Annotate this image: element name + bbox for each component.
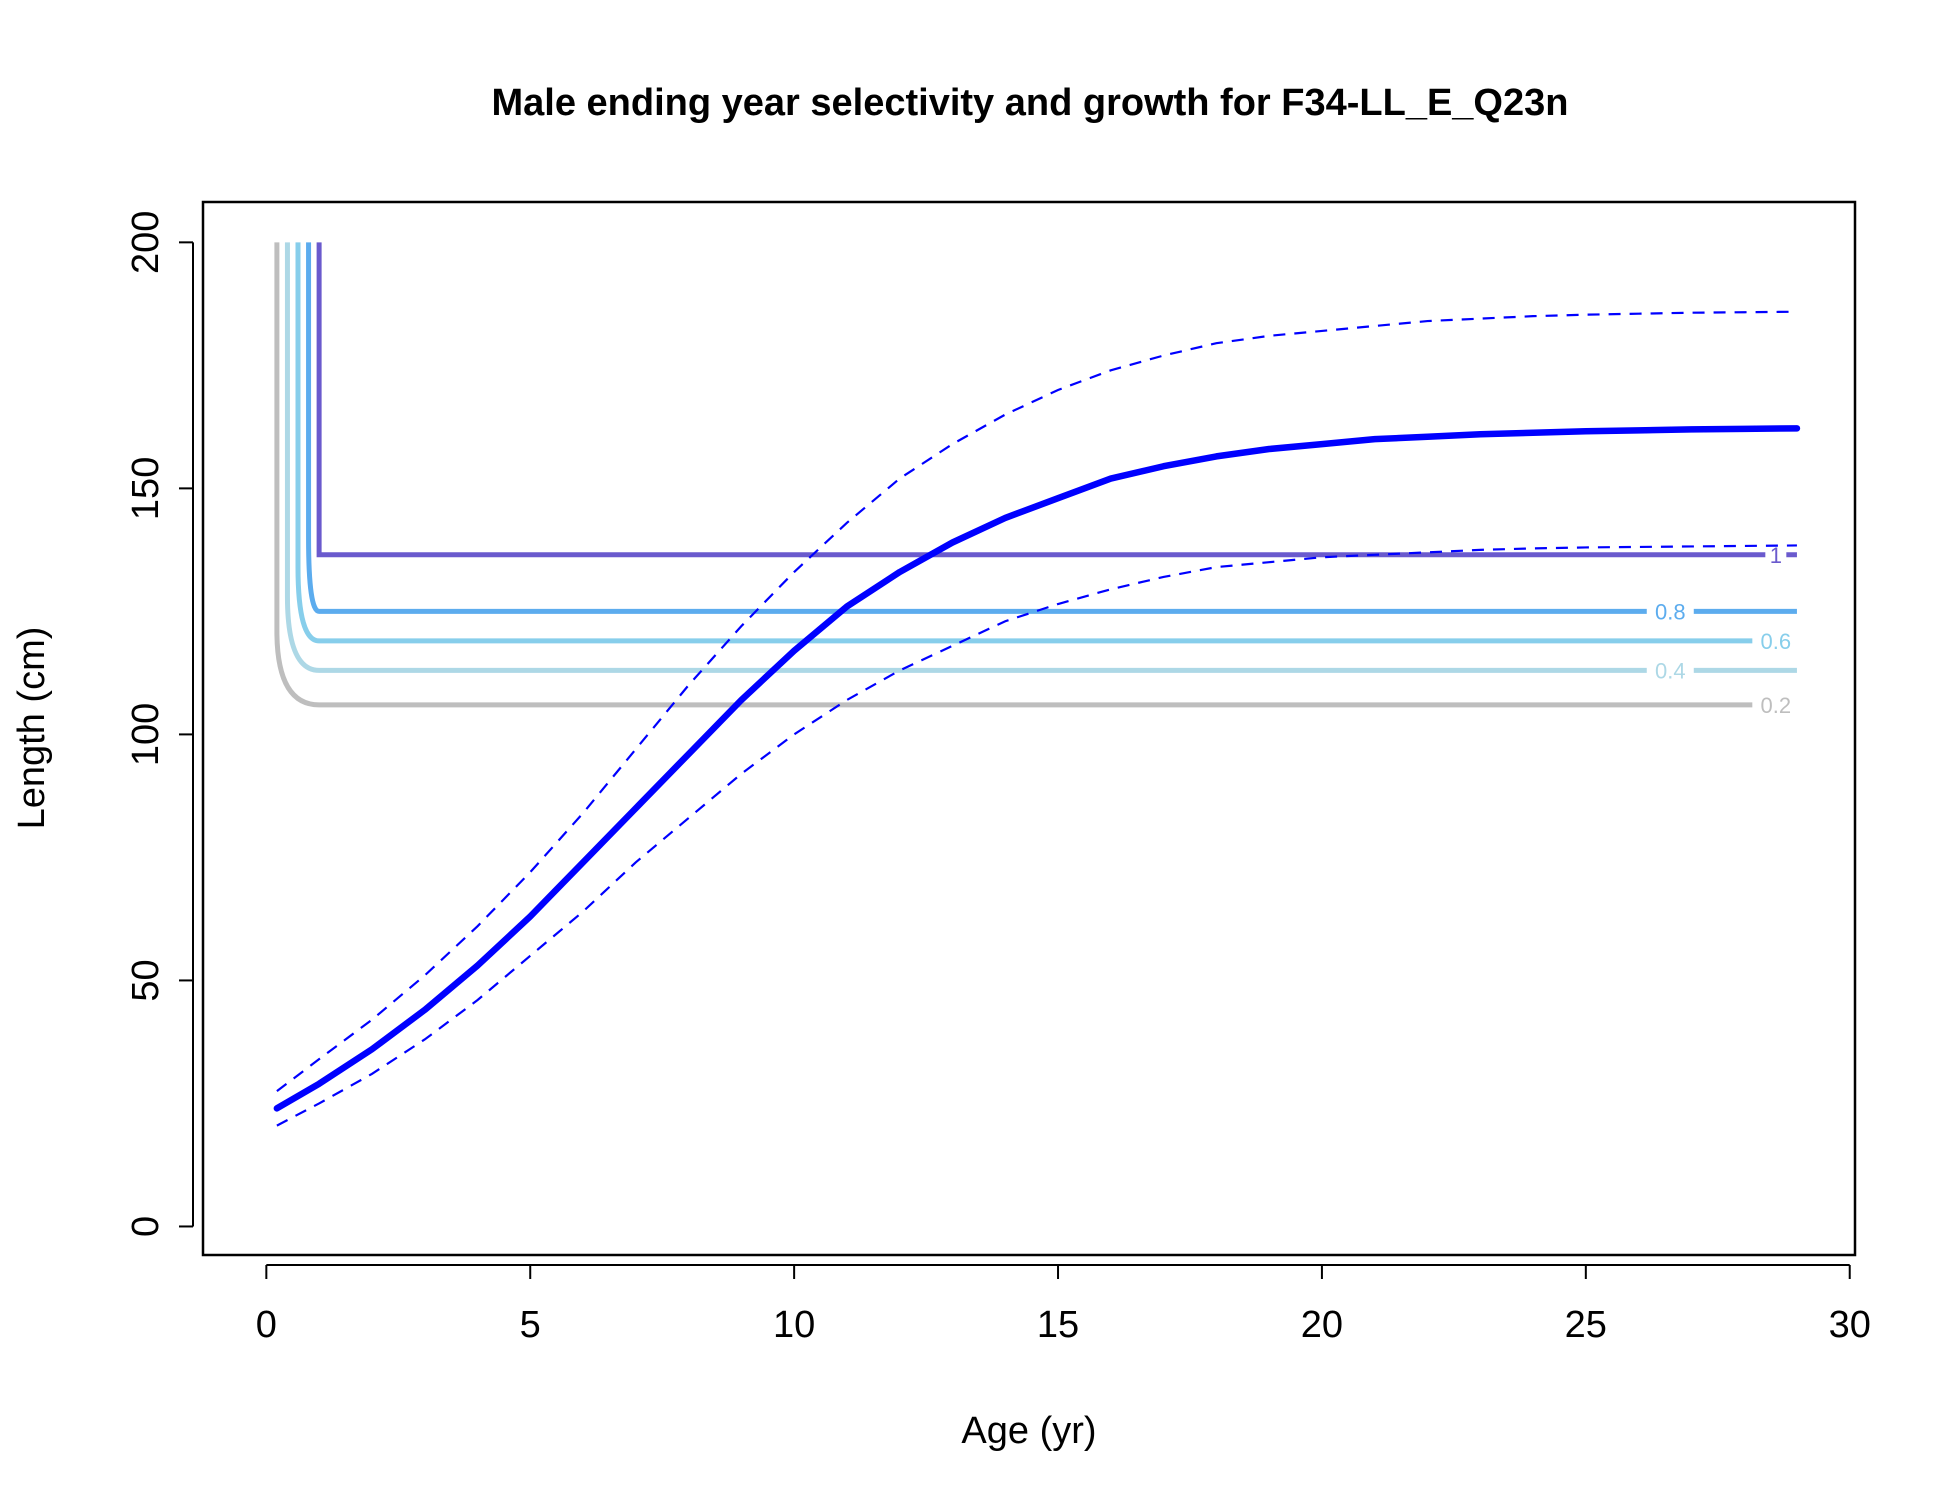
x-tick-label: 20 (1301, 1304, 1343, 1346)
y-axis-label: Length (cm) (11, 627, 53, 830)
x-tick-label: 25 (1565, 1304, 1607, 1346)
y-tick-label: 200 (125, 211, 167, 274)
selectivity-contour-0.6 (295, 242, 1797, 644)
contour-label-bg (1765, 540, 1787, 569)
contour-label-0.2: 0.2 (1761, 693, 1792, 718)
x-axis: 0 5 10 15 20 25 30 (256, 1264, 1871, 1346)
y-tick-label: 0 (125, 1216, 167, 1237)
y-tick-label: 150 (125, 457, 167, 520)
y-tick-label: 50 (125, 959, 167, 1001)
x-tick-label: 0 (256, 1304, 277, 1346)
growth-curves (273, 310, 1801, 1127)
contour-label-0.8: 0.8 (1655, 599, 1686, 624)
selectivity-contours: 0.2 0.4 0.6 0.8 1 (274, 242, 1800, 719)
x-tick-label: 15 (1037, 1304, 1079, 1346)
contour-label-0.6: 0.6 (1761, 629, 1792, 654)
selectivity-contour-0.2 (274, 242, 1797, 708)
contour-label-bg (1646, 656, 1694, 685)
contour-label-bg (1752, 626, 1800, 655)
x-axis-label: Age (yr) (961, 1410, 1096, 1452)
growth-mean-line (273, 425, 1801, 1112)
x-tick-label: 10 (773, 1304, 815, 1346)
growth-upper-ci-line (276, 310, 1797, 1093)
selectivity-contour-0.4 (284, 242, 1797, 673)
contour-label-1: 1 (1770, 543, 1782, 568)
x-tick-label: 5 (520, 1304, 541, 1346)
y-axis: 0 50 100 150 200 (125, 211, 194, 1237)
selectivity-contour-1 (316, 242, 1797, 558)
y-tick-label: 100 (125, 703, 167, 766)
plot-frame (201, 200, 1857, 1257)
contour-label-bg (1646, 597, 1694, 626)
chart-title: Male ending year selectivity and growth … (492, 82, 1569, 124)
contour-label-0.4: 0.4 (1655, 658, 1686, 683)
growth-lower-ci-line (276, 544, 1797, 1127)
selectivity-contour-0.8 (306, 242, 1797, 614)
contour-label-bg (1752, 690, 1800, 719)
x-tick-label: 30 (1829, 1304, 1871, 1346)
